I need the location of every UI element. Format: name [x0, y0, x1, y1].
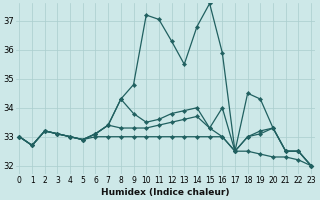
- X-axis label: Humidex (Indice chaleur): Humidex (Indice chaleur): [101, 188, 229, 197]
